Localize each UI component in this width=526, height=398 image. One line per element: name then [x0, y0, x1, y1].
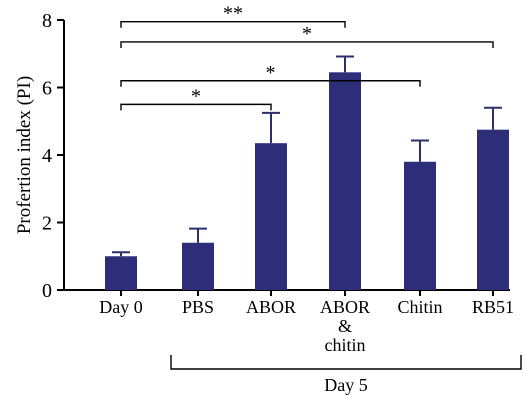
significance-label: ** [223, 3, 243, 25]
significance-bracket [120, 20, 346, 28]
x-tick-label: chitin [325, 335, 366, 355]
bar [105, 256, 137, 290]
significance-brackets: ***** [120, 3, 494, 111]
significance-label: * [191, 85, 201, 107]
bar [404, 161, 436, 290]
y-axis-label-group: Profertion index (PI) [14, 76, 35, 234]
bar [477, 129, 509, 290]
bar [255, 143, 287, 290]
group-bracket: Day 5 [170, 355, 522, 395]
bar [329, 72, 361, 290]
error-bars [112, 55, 502, 257]
group-bracket-line [170, 355, 522, 370]
bars [105, 72, 509, 290]
x-tick-label: ABOR [320, 297, 370, 317]
y-tick-label: 4 [42, 145, 52, 167]
group-label: Day 5 [324, 375, 368, 395]
bar [182, 242, 214, 290]
significance-bracket [120, 41, 494, 48]
y-tick-label: 0 [42, 280, 52, 302]
x-tick-label: & [338, 316, 352, 336]
x-tick-label: Day 0 [99, 297, 143, 317]
y-tick-label: 2 [42, 213, 52, 235]
significance-bracket [120, 103, 272, 111]
significance-bracket [120, 80, 421, 87]
x-tick-label: Chitin [397, 297, 442, 317]
y-tick-label: 6 [42, 78, 52, 100]
significance-label: * [266, 62, 276, 84]
x-tick-label: PBS [182, 297, 214, 317]
significance-label: * [302, 23, 312, 45]
x-tick-label: ABOR [246, 297, 296, 317]
x-tick-label: RB51 [472, 297, 514, 317]
y-tick-label: 8 [42, 10, 52, 32]
y-axis-label: Profertion index (PI) [14, 76, 35, 234]
